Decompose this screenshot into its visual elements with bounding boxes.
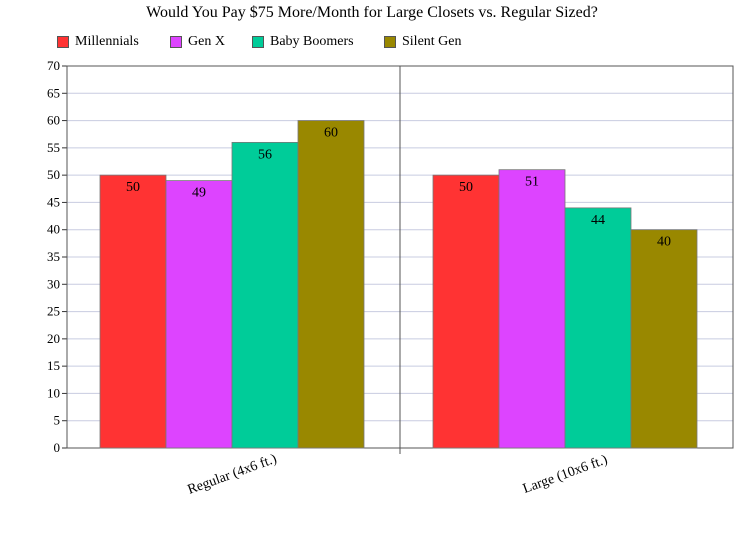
y-tick-label: 55 <box>47 140 60 155</box>
y-tick-label: 30 <box>47 276 60 291</box>
y-tick-label: 65 <box>47 85 60 100</box>
legend-label: Silent Gen <box>402 34 462 49</box>
legend-label: Baby Boomers <box>270 34 354 49</box>
bar-gen-x-regular <box>165 180 233 449</box>
bar-millennials-regular <box>99 174 167 449</box>
y-tick-label: 50 <box>47 167 60 182</box>
bar-millennials-large <box>432 174 500 449</box>
y-tick-label: 70 <box>47 58 60 73</box>
data-label: 49 <box>192 186 206 201</box>
y-tick-label: 0 <box>54 440 61 455</box>
legend-swatch <box>170 36 182 48</box>
y-tick-label: 10 <box>47 385 60 400</box>
data-label: 51 <box>525 175 539 190</box>
y-tick-label: 5 <box>54 413 61 428</box>
y-tick-label: 25 <box>47 304 60 319</box>
legend-label: Millennials <box>75 34 139 49</box>
data-label: 44 <box>591 213 605 228</box>
bar-baby-boomers-regular <box>231 141 299 449</box>
bar-gen-x-large <box>498 169 566 449</box>
legend-swatch <box>57 36 69 48</box>
legend-swatch <box>384 36 396 48</box>
x-category-label: Regular (4x6 ft.) <box>186 452 279 498</box>
data-label: 56 <box>258 147 272 162</box>
data-label: 60 <box>324 126 338 141</box>
legend-item-silent-gen: Silent Gen <box>384 34 462 50</box>
chart-title: Would You Pay $75 More/Month for Large C… <box>146 4 598 21</box>
bar-baby-boomers-large <box>564 207 632 449</box>
y-tick-label: 40 <box>47 222 60 237</box>
legend-label: Gen X <box>188 34 225 49</box>
data-label: 50 <box>126 180 140 195</box>
bar-silent-gen-large <box>630 229 698 449</box>
y-tick-label: 60 <box>47 113 60 128</box>
legend-swatch <box>252 36 264 48</box>
y-tick-label: 20 <box>47 331 60 346</box>
data-label: 50 <box>459 180 473 195</box>
data-label: 40 <box>657 235 671 250</box>
y-tick-label: 15 <box>47 358 60 373</box>
legend-item-baby-boomers: Baby Boomers <box>252 34 354 50</box>
y-tick-label: 35 <box>47 249 60 264</box>
y-tick-label: 45 <box>47 194 60 209</box>
bar-silent-gen-regular <box>297 120 365 449</box>
legend-item-gen-x: Gen X <box>170 34 225 50</box>
legend-item-millennials: Millennials <box>57 34 139 50</box>
x-category-label: Large (10x6 ft.) <box>521 452 610 497</box>
legend: Millennials Gen X Baby Boomers Silent Gen <box>0 34 744 52</box>
